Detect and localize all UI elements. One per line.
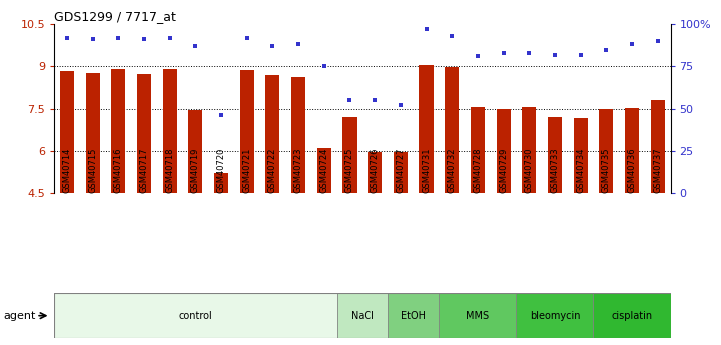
Text: GSM40722: GSM40722 [268, 148, 277, 193]
Bar [214, 173, 228, 193]
Bar [111, 69, 125, 193]
Text: GSM40720: GSM40720 [216, 148, 226, 193]
Text: bleomycin: bleomycin [530, 311, 580, 321]
Bar [420, 65, 433, 193]
Bar [86, 73, 99, 193]
Bar [439, 293, 516, 338]
Bar [574, 118, 588, 193]
Text: GSM40715: GSM40715 [88, 148, 97, 193]
Text: GSM40728: GSM40728 [474, 148, 482, 193]
Bar [516, 293, 593, 338]
Bar [593, 293, 671, 338]
Text: GSM40716: GSM40716 [114, 148, 123, 193]
Bar [337, 293, 388, 338]
Text: GSM40730: GSM40730 [525, 148, 534, 193]
Bar [368, 152, 382, 193]
Bar [317, 148, 331, 193]
Text: GSM40735: GSM40735 [602, 148, 611, 193]
Text: cisplatin: cisplatin [611, 311, 653, 321]
Text: GSM40719: GSM40719 [191, 148, 200, 193]
Bar [342, 117, 356, 193]
Bar [137, 74, 151, 193]
Text: GSM40714: GSM40714 [63, 148, 71, 193]
Bar [60, 71, 74, 193]
Text: GSM40726: GSM40726 [371, 148, 380, 193]
Text: GSM40717: GSM40717 [139, 148, 149, 193]
Text: MMS: MMS [466, 311, 490, 321]
Text: GSM40732: GSM40732 [448, 148, 456, 193]
Bar [471, 107, 485, 193]
Text: GDS1299 / 7717_at: GDS1299 / 7717_at [54, 10, 176, 23]
Bar [599, 109, 614, 193]
Bar [388, 293, 439, 338]
Text: GSM40727: GSM40727 [397, 148, 405, 193]
Bar [394, 152, 408, 193]
Bar [522, 107, 536, 193]
Text: GSM40725: GSM40725 [345, 148, 354, 193]
Bar [265, 76, 280, 193]
Bar [650, 100, 665, 193]
Bar [291, 77, 305, 193]
Text: GSM40729: GSM40729 [499, 148, 508, 193]
Bar [625, 108, 639, 193]
Text: GSM40724: GSM40724 [319, 148, 328, 193]
Bar [54, 293, 337, 338]
Text: GSM40734: GSM40734 [576, 148, 585, 193]
Bar [445, 67, 459, 193]
Text: GSM40731: GSM40731 [422, 148, 431, 193]
Text: GSM40736: GSM40736 [627, 148, 637, 193]
Text: control: control [179, 311, 212, 321]
Text: GSM40737: GSM40737 [653, 148, 662, 193]
Text: GSM40723: GSM40723 [293, 148, 303, 193]
Bar [497, 109, 510, 193]
Text: GSM40721: GSM40721 [242, 148, 251, 193]
Text: NaCl: NaCl [351, 311, 373, 321]
Text: agent: agent [4, 311, 36, 321]
Bar [163, 69, 177, 193]
Bar [188, 109, 203, 193]
Text: GSM40733: GSM40733 [550, 148, 559, 193]
Bar [239, 70, 254, 193]
Text: EtOH: EtOH [401, 311, 426, 321]
Bar [548, 117, 562, 193]
Text: GSM40718: GSM40718 [165, 148, 174, 193]
